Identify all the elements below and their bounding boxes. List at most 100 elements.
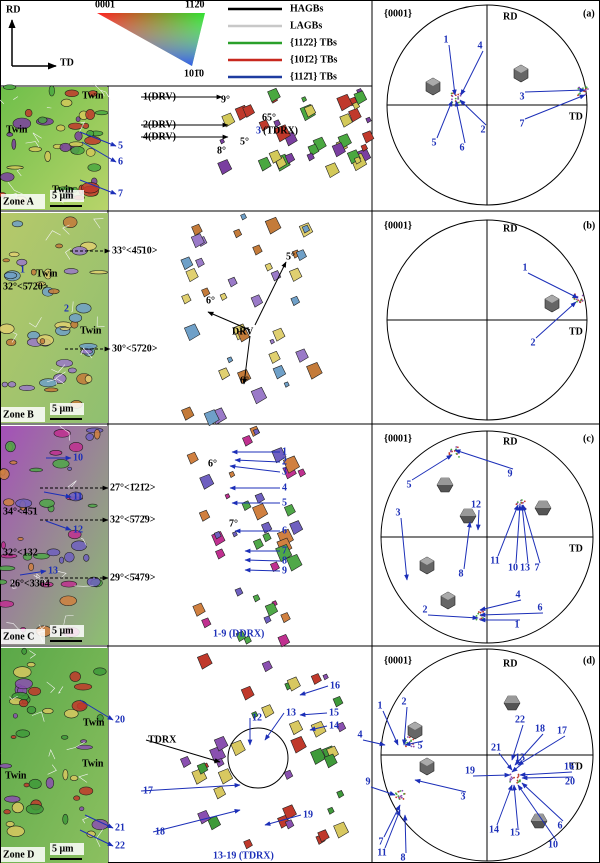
grain (85, 148, 96, 157)
lagb (32, 132, 42, 143)
grain (43, 268, 52, 280)
pole-point (448, 452, 451, 454)
pole-point (581, 294, 584, 297)
grain (353, 90, 368, 105)
label: 11 (73, 491, 82, 502)
arrow (498, 752, 513, 771)
label: 20 (565, 776, 575, 787)
grain (62, 216, 78, 229)
grain (15, 729, 31, 738)
arrow (370, 786, 396, 796)
pole-point (575, 298, 578, 301)
label: DRV (232, 326, 254, 337)
crystal-top (426, 78, 440, 86)
grain (28, 778, 42, 789)
grain (332, 695, 344, 708)
label: 7 (379, 836, 384, 847)
grain (87, 503, 98, 508)
label: 1 (523, 262, 528, 273)
grain (0, 468, 10, 480)
lagb (66, 741, 86, 751)
arrow (382, 710, 399, 746)
arrow (229, 464, 281, 473)
grain (1, 541, 6, 550)
grain (219, 138, 225, 145)
arrow (79, 699, 114, 721)
pole-point (585, 86, 587, 89)
tdrx-zone (227, 727, 289, 789)
grain (195, 257, 205, 268)
grain (11, 220, 24, 228)
pole-point (399, 790, 402, 792)
grain (262, 532, 272, 543)
pole-point (516, 779, 519, 782)
grain (68, 122, 83, 130)
pole-point (451, 98, 453, 101)
grain (252, 244, 263, 256)
pole-point (482, 617, 484, 619)
pole-point (455, 452, 458, 455)
label: 9 (366, 776, 371, 787)
label: 10 (73, 452, 83, 463)
label: 15 (329, 707, 339, 718)
grain (280, 612, 291, 624)
grain (3, 271, 18, 279)
grain (0, 172, 15, 182)
grain (241, 500, 252, 511)
pole-point (572, 296, 574, 299)
grain (240, 213, 247, 221)
label: 1 (444, 34, 449, 45)
grain (22, 552, 33, 561)
grain (5, 821, 15, 827)
grain (180, 256, 194, 271)
label: RD (503, 436, 517, 447)
grain (11, 802, 24, 814)
grain (301, 224, 311, 234)
grain (219, 292, 228, 301)
label: 11 (490, 555, 499, 566)
label: 3 (256, 125, 261, 136)
pole-point (412, 745, 415, 748)
grain (257, 156, 272, 172)
grain (56, 124, 66, 132)
grain (289, 520, 304, 536)
label: 19 (303, 809, 313, 820)
grain (190, 233, 205, 249)
grain (0, 323, 15, 334)
grain (322, 673, 329, 681)
arrow (454, 100, 466, 144)
label: 4(DRV) (143, 131, 176, 142)
grain (12, 713, 18, 719)
label: 9 (508, 468, 513, 479)
grain (9, 460, 18, 465)
label: 8 (401, 852, 406, 863)
label: 5 μm (52, 625, 74, 636)
lagb (47, 764, 57, 775)
pole-point (513, 776, 515, 779)
pole-point (403, 793, 405, 795)
grain (0, 553, 18, 559)
grain (233, 228, 243, 239)
label: 7 (118, 188, 123, 199)
label: 14 (489, 824, 499, 835)
label: 18 (155, 826, 165, 837)
crystal-top (441, 592, 455, 600)
label: 30°<57̄20> (112, 343, 158, 354)
grain (53, 428, 71, 438)
grain (71, 700, 88, 712)
lagb (62, 224, 70, 235)
lagb (46, 107, 52, 109)
label: 6 (460, 142, 465, 153)
label: Twin (5, 770, 27, 781)
grain (331, 142, 346, 158)
arrow (81, 141, 117, 163)
grain (269, 338, 275, 345)
pole-point (457, 95, 459, 98)
grain (79, 786, 94, 796)
grain (86, 576, 101, 588)
label: 2 (531, 337, 536, 348)
lagb (67, 480, 77, 488)
grain (36, 334, 54, 346)
lagb (71, 301, 74, 313)
grain (325, 162, 340, 179)
